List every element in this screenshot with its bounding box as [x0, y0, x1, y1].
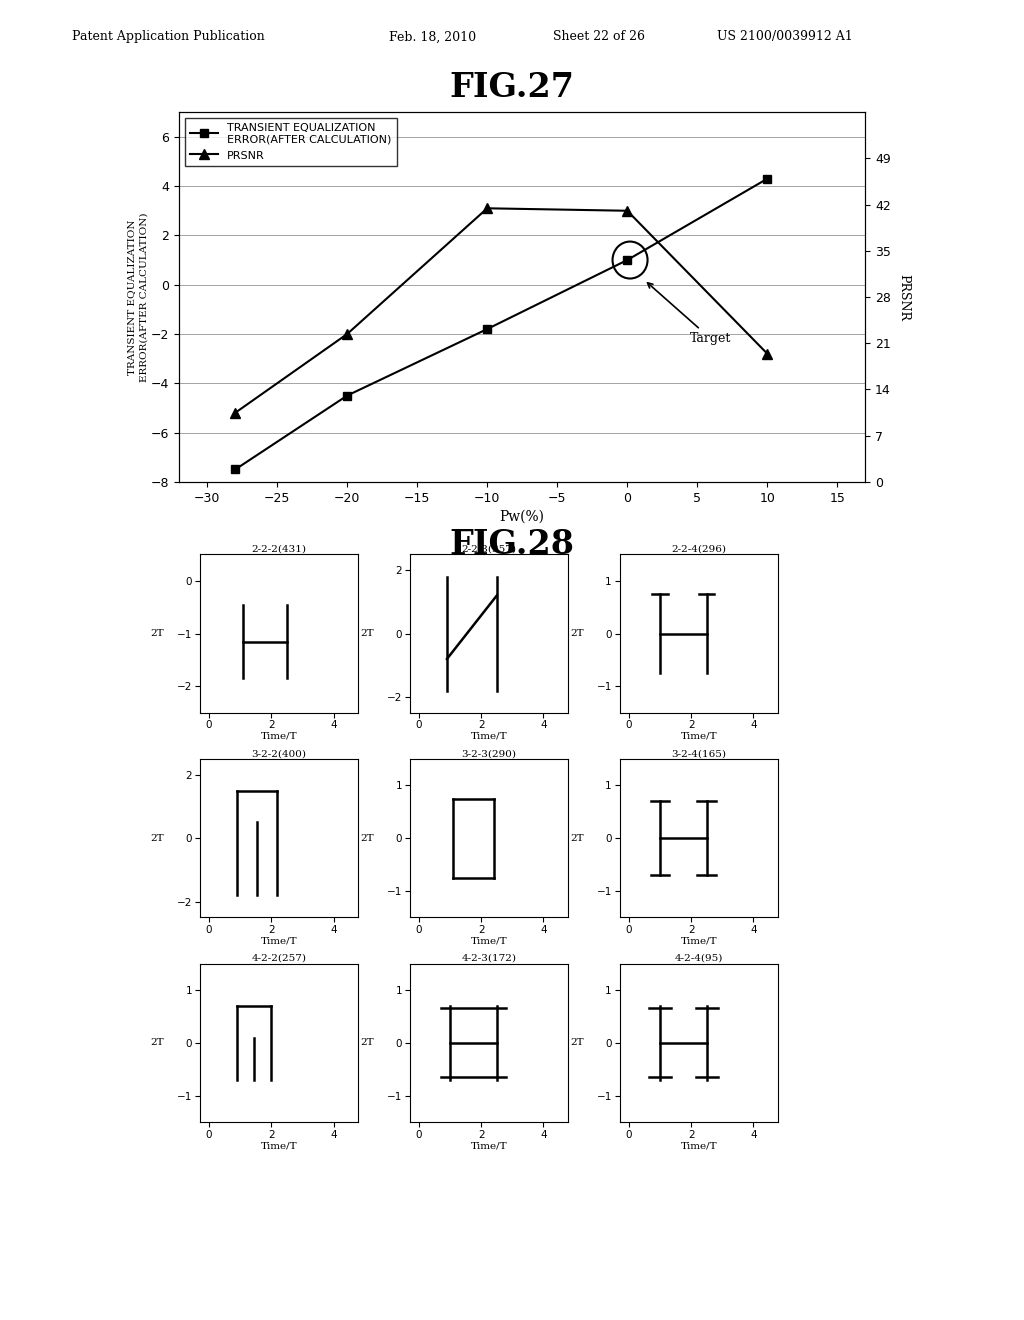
PRSNR — [481, 201, 494, 216]
Text: FIG.27: FIG.27 — [450, 71, 574, 104]
PRSNR — [229, 405, 242, 421]
Y-axis label: 2T: 2T — [570, 1039, 584, 1047]
Text: Patent Application Publication: Patent Application Publication — [72, 30, 264, 44]
Title: 3-2-3(290): 3-2-3(290) — [462, 750, 516, 758]
Title: 4-2-2(257): 4-2-2(257) — [252, 954, 306, 962]
Line: TRANSIENT EQUALIZATION
ERROR(AFTER CALCULATION): TRANSIENT EQUALIZATION ERROR(AFTER CALCU… — [231, 176, 771, 474]
PRSNR — [761, 346, 773, 362]
Text: Sheet 22 of 26: Sheet 22 of 26 — [553, 30, 645, 44]
Title: 2-2-3(357): 2-2-3(357) — [462, 545, 516, 553]
Title: 2-2-4(296): 2-2-4(296) — [672, 545, 726, 553]
Text: Target: Target — [647, 282, 731, 346]
Title: 3-2-2(400): 3-2-2(400) — [252, 750, 306, 758]
X-axis label: Time/T: Time/T — [261, 1140, 297, 1150]
X-axis label: Time/T: Time/T — [681, 1140, 717, 1150]
Y-axis label: 2T: 2T — [151, 1039, 164, 1047]
Title: 2-2-2(431): 2-2-2(431) — [252, 545, 306, 553]
Title: 3-2-4(165): 3-2-4(165) — [672, 750, 726, 758]
X-axis label: Time/T: Time/T — [681, 731, 717, 741]
Line: PRSNR: PRSNR — [230, 203, 772, 417]
Text: Feb. 18, 2010: Feb. 18, 2010 — [389, 30, 476, 44]
Y-axis label: 2T: 2T — [360, 834, 374, 842]
Y-axis label: TRANSIENT EQUALIZATION
ERROR(AFTER CALCULATION): TRANSIENT EQUALIZATION ERROR(AFTER CALCU… — [127, 213, 148, 381]
X-axis label: Time/T: Time/T — [261, 731, 297, 741]
Title: 4-2-4(95): 4-2-4(95) — [675, 954, 723, 962]
Legend: TRANSIENT EQUALIZATION
ERROR(AFTER CALCULATION), PRSNR: TRANSIENT EQUALIZATION ERROR(AFTER CALCU… — [184, 117, 397, 166]
TRANSIENT EQUALIZATION
ERROR(AFTER CALCULATION) — [341, 388, 353, 404]
X-axis label: Time/T: Time/T — [471, 731, 507, 741]
PRSNR — [622, 203, 634, 219]
X-axis label: Time/T: Time/T — [261, 936, 297, 945]
Y-axis label: 2T: 2T — [151, 630, 164, 638]
TRANSIENT EQUALIZATION
ERROR(AFTER CALCULATION) — [622, 252, 634, 268]
Y-axis label: 2T: 2T — [360, 1039, 374, 1047]
X-axis label: Pw(%): Pw(%) — [500, 510, 545, 524]
Text: US 2100/0039912 A1: US 2100/0039912 A1 — [717, 30, 853, 44]
Y-axis label: 2T: 2T — [151, 834, 164, 842]
X-axis label: Time/T: Time/T — [471, 1140, 507, 1150]
Y-axis label: 2T: 2T — [570, 834, 584, 842]
Title: 4-2-3(172): 4-2-3(172) — [462, 954, 516, 962]
TRANSIENT EQUALIZATION
ERROR(AFTER CALCULATION) — [229, 462, 242, 478]
Y-axis label: 2T: 2T — [360, 630, 374, 638]
Y-axis label: 2T: 2T — [570, 630, 584, 638]
X-axis label: Time/T: Time/T — [471, 936, 507, 945]
X-axis label: Time/T: Time/T — [681, 936, 717, 945]
Text: FIG.28: FIG.28 — [450, 528, 574, 561]
Y-axis label: PRSNR: PRSNR — [897, 273, 910, 321]
TRANSIENT EQUALIZATION
ERROR(AFTER CALCULATION) — [481, 321, 494, 337]
PRSNR — [341, 326, 353, 342]
TRANSIENT EQUALIZATION
ERROR(AFTER CALCULATION) — [761, 170, 773, 186]
